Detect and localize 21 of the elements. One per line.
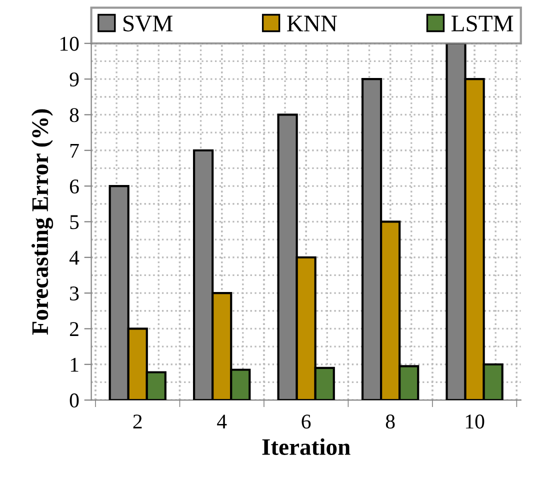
legend-label: LSTM	[452, 16, 514, 32]
y-tick-label: 1	[70, 358, 78, 372]
y-tick-label: 5	[70, 215, 79, 230]
x-tick-label: 4	[217, 414, 227, 428]
x-tick-label: 2	[133, 414, 142, 428]
x-tick-label: 10	[466, 414, 484, 429]
y-tick-label: 10	[60, 36, 79, 51]
y-tick-label: 2	[70, 322, 78, 336]
y-tick-label: 0	[70, 393, 79, 408]
y-axis-title: Forecasting Error (%)	[32, 109, 54, 335]
y-tick-label: 3	[70, 286, 79, 300]
x-axis-title: Iteration	[262, 438, 350, 456]
x-tick-label: 8	[386, 414, 395, 429]
y-tick-label: 8	[70, 108, 79, 122]
legend-label: KNN	[287, 16, 338, 32]
y-tick-label: 9	[70, 72, 79, 86]
y-tick-label: 7	[70, 144, 79, 158]
y-tick-label: 4	[69, 250, 80, 265]
x-tick-label: 6	[302, 414, 311, 429]
y-tick-label: 6	[70, 179, 79, 194]
legend-label: SVM	[124, 16, 172, 32]
